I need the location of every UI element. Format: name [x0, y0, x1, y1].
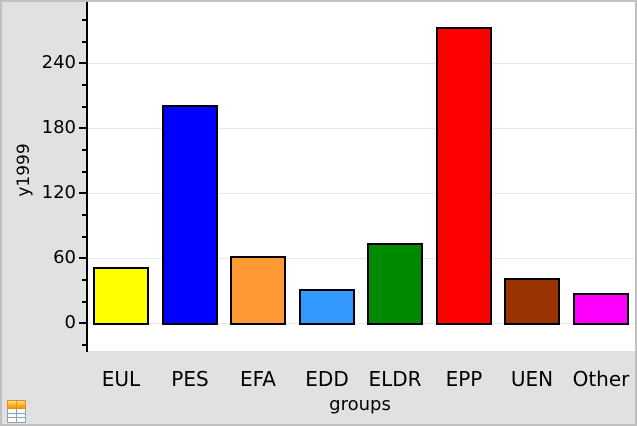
gridline-180 — [88, 127, 634, 129]
y-axis-line — [86, 2, 88, 352]
bar-efa[interactable] — [230, 256, 286, 326]
y-tick-minor-40 — [82, 278, 87, 281]
y-tick-major-180 — [79, 127, 87, 130]
gridline-0 — [88, 322, 634, 324]
y-tick-major-120 — [79, 192, 87, 195]
y-tick-minor-280 — [82, 18, 87, 21]
spreadsheet-icon-header-cell — [7, 400, 17, 409]
x-tick-label-other: Other — [572, 367, 630, 391]
spreadsheet-icon-cell — [17, 413, 25, 418]
y-tick-minor-200 — [82, 105, 87, 108]
x-tick-label-eul: EUL — [101, 367, 141, 391]
y-tick-major-240 — [79, 62, 87, 65]
spreadsheet-icon-cell — [8, 409, 16, 413]
y-tick-minor-260 — [82, 40, 87, 43]
bar-eldr[interactable] — [367, 243, 423, 326]
bar-other[interactable] — [573, 293, 629, 326]
gridline-240 — [88, 62, 634, 64]
spreadsheet-icon-cell — [8, 413, 16, 418]
y-tick-minor-80 — [82, 235, 87, 238]
x-axis-variable-label[interactable]: groups — [329, 394, 391, 415]
y-tick-minor-160 — [82, 148, 87, 151]
y-tick-label-180: 180 — [41, 117, 76, 139]
bar-uen[interactable] — [504, 277, 560, 326]
spreadsheet-icon-cell — [17, 409, 25, 413]
spreadsheet-icon-cell — [17, 418, 25, 422]
y-tick-major-0 — [79, 322, 87, 325]
gridline-60 — [88, 257, 634, 259]
y-tick-minor-20 — [82, 300, 87, 303]
x-tick-label-edd: EDD — [305, 367, 349, 391]
bar-edd[interactable] — [299, 288, 355, 326]
y-tick-minor-220 — [82, 83, 87, 86]
y-tick-minor-100 — [82, 213, 87, 216]
x-tick-label-uen: UEN — [510, 367, 554, 391]
x-tick-label-epp: EPP — [445, 367, 483, 391]
bar-eul[interactable] — [93, 267, 149, 326]
x-tick-label-pes: PES — [171, 367, 209, 391]
x-tick-label-efa: EFA — [240, 367, 276, 391]
spreadsheet-icon-cell — [8, 418, 16, 422]
y-tick-minor-140 — [82, 170, 87, 173]
y-tick-minor--20 — [82, 343, 87, 346]
y-tick-major-60 — [79, 257, 87, 260]
y-tick-label-0: 0 — [64, 312, 76, 334]
bar-epp[interactable] — [436, 26, 492, 326]
spreadsheet-icon[interactable] — [7, 400, 26, 423]
gridline-120 — [88, 192, 634, 194]
x-tick-label-eldr: ELDR — [368, 367, 422, 391]
y-tick-label-240: 240 — [41, 52, 76, 74]
y-tick-label-120: 120 — [41, 182, 76, 204]
bar-pes[interactable] — [162, 104, 218, 326]
y-tick-label-60: 60 — [53, 247, 76, 269]
spreadsheet-icon-header-cell — [16, 400, 26, 409]
